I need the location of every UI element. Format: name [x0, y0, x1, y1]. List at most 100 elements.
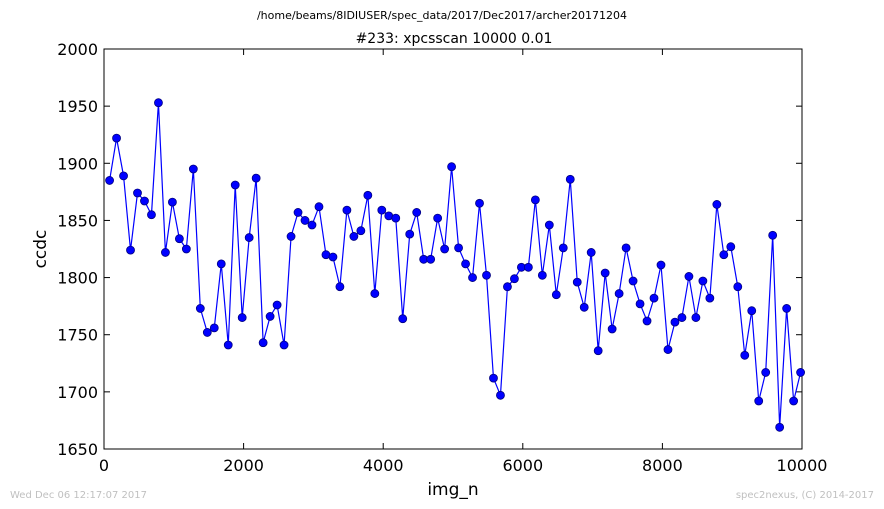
y-axis: 1650 1700 1750 1800 1850 1900 1950 2000: [57, 40, 802, 459]
x-tick-label: 8000: [642, 456, 683, 475]
data-point: [237, 313, 247, 322]
data-point: [712, 200, 722, 209]
data-point: [363, 190, 373, 200]
data-point: [223, 340, 233, 350]
x-tick-label: 4000: [363, 456, 404, 475]
data-point: [796, 368, 805, 377]
data-point: [468, 273, 477, 282]
data-point: [600, 268, 610, 278]
data-point: [544, 220, 554, 230]
data-point: [503, 282, 512, 292]
data-point: [426, 254, 436, 264]
data-point: [747, 306, 757, 316]
data-point: [530, 195, 540, 205]
data-point: [551, 290, 561, 300]
y-axis-label: ccdc: [31, 230, 51, 269]
data-point: [279, 340, 289, 350]
data-series: [105, 98, 805, 432]
data-point: [754, 396, 764, 406]
data-point: [475, 198, 484, 208]
y-tick-label: 1850: [57, 211, 98, 230]
chart-title: #233: xpcsscan 10000 0.01: [356, 31, 553, 47]
data-point: [251, 173, 261, 183]
data-point: [726, 242, 736, 252]
data-point: [461, 259, 470, 269]
y-tick-label: 1750: [57, 326, 98, 345]
data-point: [147, 210, 156, 220]
data-point: [412, 208, 422, 217]
data-point: [161, 248, 170, 257]
x-tick-label: 6000: [502, 456, 543, 475]
x-tick-label: 10000: [777, 456, 828, 475]
data-point: [607, 324, 617, 334]
y-tick-label: 1800: [57, 269, 98, 288]
data-point: [433, 213, 443, 223]
y-tick-label: 1900: [57, 154, 98, 173]
data-point: [202, 328, 212, 337]
data-point: [454, 243, 463, 253]
y-tick-label: 2000: [57, 40, 98, 59]
x-axis-label: img_n: [427, 480, 478, 500]
data-point: [167, 197, 177, 207]
data-point: [698, 276, 708, 286]
data-point: [209, 323, 219, 333]
data-point: [216, 259, 226, 269]
data-point: [356, 226, 366, 236]
data-point: [740, 350, 750, 360]
data-point: [265, 312, 275, 321]
data-point: [272, 300, 282, 310]
data-point: [258, 338, 268, 348]
data-point: [342, 205, 352, 215]
data-point: [663, 345, 673, 354]
data-point: [523, 262, 533, 272]
data-point: [126, 245, 135, 255]
data-point: [174, 234, 184, 244]
data-point: [656, 260, 666, 270]
data-point: [761, 368, 771, 377]
data-point: [119, 171, 128, 181]
y-tick-label: 1650: [57, 440, 98, 459]
data-point: [133, 188, 142, 198]
data-point: [335, 282, 345, 292]
footer-credit: spec2nexus, (C) 2014-2017: [736, 490, 874, 501]
data-point: [230, 180, 240, 190]
data-point: [677, 313, 687, 322]
data-point: [370, 289, 380, 298]
data-point: [195, 304, 205, 313]
data-point: [670, 317, 680, 327]
data-point: [405, 229, 415, 239]
data-point: [349, 232, 359, 241]
data-point: [579, 302, 589, 312]
data-point: [140, 196, 149, 206]
data-point: [244, 233, 254, 242]
data-point: [733, 282, 743, 292]
data-point: [293, 208, 303, 217]
data-point: [482, 270, 491, 280]
data-point: [684, 272, 694, 281]
data-point: [705, 293, 715, 303]
data-point: [572, 277, 582, 287]
data-point: [537, 270, 547, 280]
data-point: [586, 248, 596, 257]
data-point: [593, 346, 603, 356]
data-point: [768, 230, 778, 240]
data-point: [307, 220, 317, 230]
data-point: [286, 232, 296, 241]
data-point: [614, 289, 624, 298]
data-point: [440, 244, 450, 254]
data-point: [628, 276, 638, 286]
data-point: [789, 396, 799, 406]
data-point: [447, 162, 457, 172]
data-point: [314, 202, 324, 212]
data-point: [558, 243, 568, 253]
y-tick-label: 1950: [57, 97, 98, 116]
data-point: [496, 390, 505, 400]
footer-timestamp: Wed Dec 06 12:17:07 2017: [10, 490, 147, 501]
data-point: [565, 174, 575, 184]
data-point: [328, 252, 338, 262]
data-point: [398, 314, 408, 324]
data-point: [391, 213, 401, 223]
data-point: [154, 98, 163, 108]
data-point: [112, 133, 121, 143]
